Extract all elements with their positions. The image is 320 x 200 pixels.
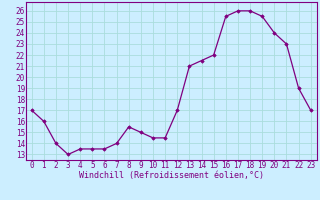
X-axis label: Windchill (Refroidissement éolien,°C): Windchill (Refroidissement éolien,°C): [79, 171, 264, 180]
